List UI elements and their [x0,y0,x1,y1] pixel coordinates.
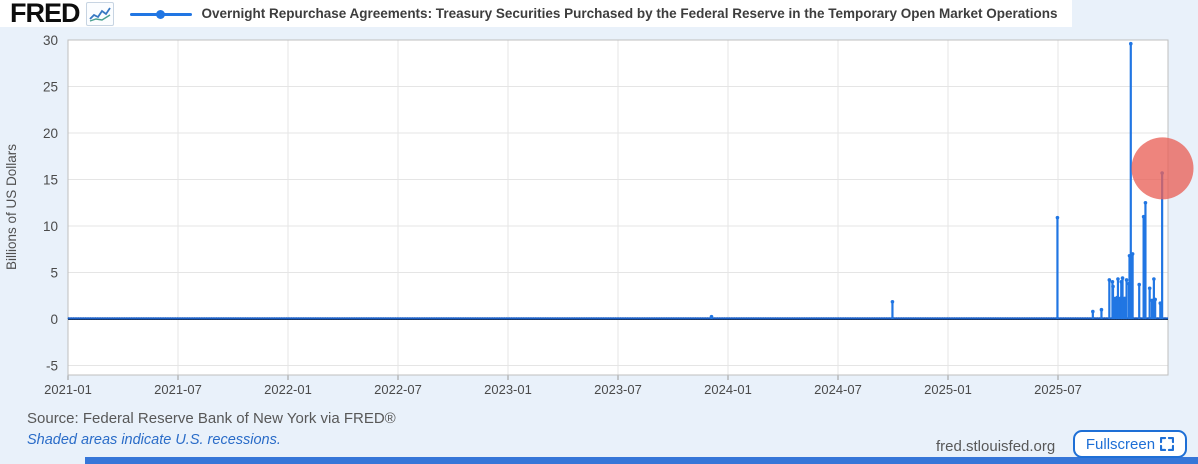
data-point [1110,280,1115,284]
data-point [709,314,714,319]
data-point [1055,215,1060,220]
x-tick-label: 2023-07 [594,382,642,397]
click-highlight-circle [1131,137,1194,200]
fred-logo[interactable]: FRED [10,0,80,28]
y-tick-label: 5 [50,266,58,281]
fullscreen-label: Fullscreen [1085,435,1156,453]
y-tick-label: 30 [43,33,58,48]
data-point [1143,200,1148,205]
data-point [1152,277,1156,281]
data-point [1107,278,1112,282]
series-legend-marker [129,9,192,19]
y-tick-label: 25 [43,80,58,95]
data-point [1128,41,1133,46]
y-tick-label: -5 [46,359,58,374]
x-tick-label: 2021-07 [154,382,202,397]
x-tick-label: 2022-01 [264,382,312,397]
fullscreen-expand-icon [1160,437,1175,451]
x-tick-label: 2021-01 [44,382,92,397]
y-axis-title: Billions of US Dollars [4,144,19,270]
y-tick-label: 20 [43,126,58,141]
x-tick-label: 2023-01 [484,382,532,397]
series-spikes[interactable] [709,41,1164,319]
x-tick-label: 2022-07 [374,382,422,397]
series-title[interactable]: Overnight Repurchase Agreements: Treasur… [201,6,1058,21]
x-tick-label: 2024-07 [814,382,862,397]
data-point [1099,307,1104,312]
y-tick-label: 15 [43,173,58,188]
bottom-blue-bar [85,457,1198,464]
data-point [1120,276,1125,280]
data-point [1091,309,1095,314]
fred-logo-chart-icon [85,1,114,26]
data-point [1137,282,1142,287]
data-point [1111,284,1115,289]
site-url[interactable]: fred.stlouisfed.org [936,438,1056,455]
x-tick-label: 2025-01 [924,382,972,397]
y-tick-label: 10 [43,219,58,234]
series-baseline [67,317,1168,320]
data-point [1147,286,1152,291]
chart-header: FRED Overnight Repurchase Agreements: Tr… [0,0,1072,27]
x-tick-label: 2024-01 [704,382,752,397]
plot-border [67,39,1169,376]
x-tick-label: 2025-07 [1034,382,1082,397]
data-point [1130,252,1135,256]
fullscreen-button[interactable]: Fullscreen [1073,430,1187,458]
data-point [890,299,895,304]
data-point [1124,278,1129,282]
recession-note[interactable]: Shaded areas indicate U.S. recessions. [27,432,281,448]
source-text: Source: Federal Reserve Bank of New York… [27,410,396,427]
data-point [1153,297,1157,302]
data-point [1116,277,1120,281]
y-tick-label: 0 [50,312,58,327]
